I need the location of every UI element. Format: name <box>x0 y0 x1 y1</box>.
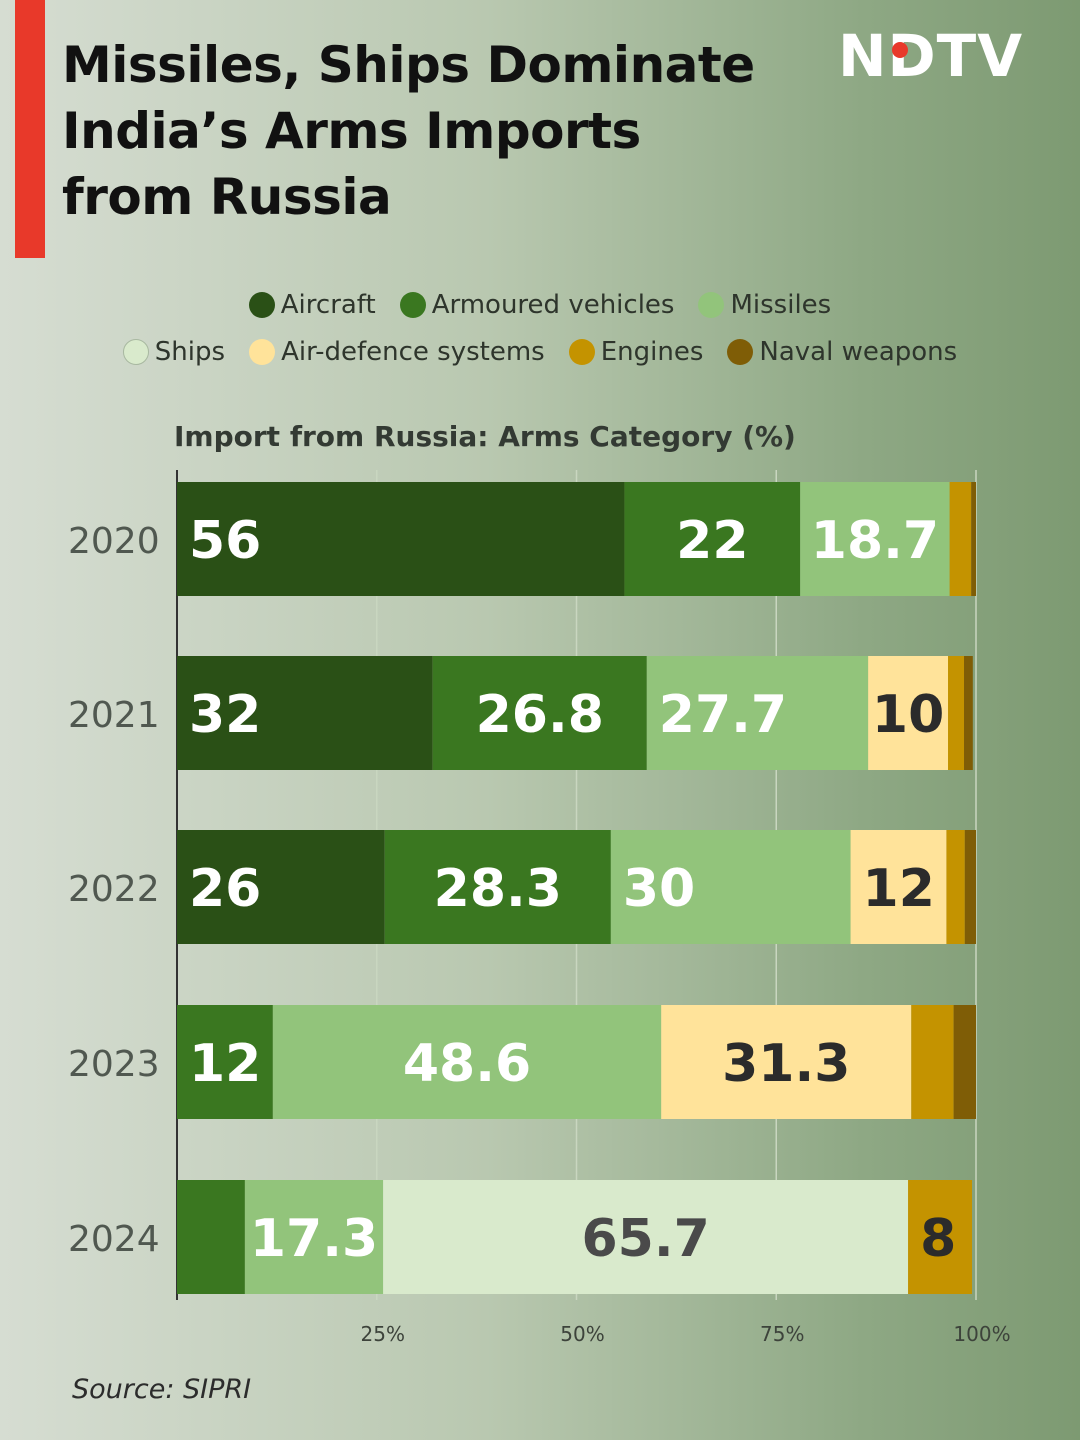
legend-label: Armoured vehicles <box>431 290 675 320</box>
legend-swatch-missiles <box>698 292 725 318</box>
legend-label: Aircraft <box>280 290 376 320</box>
data-label: 27.7 <box>659 685 787 745</box>
legend-label: Naval weapons <box>759 337 958 367</box>
year-label: 2021 <box>68 695 160 736</box>
bar-segment <box>177 1180 245 1294</box>
legend-swatch-naval-weapons <box>727 339 754 365</box>
year-label: 2020 <box>68 521 160 562</box>
bar-segment <box>946 830 965 944</box>
data-label: 12 <box>189 1034 261 1094</box>
legend-item-missiles: Missiles <box>698 290 831 320</box>
logo-red-dot <box>892 42 908 58</box>
data-label: 12 <box>863 859 935 919</box>
year-label: 2022 <box>68 869 160 910</box>
bar-segment <box>624 482 801 596</box>
data-label: 32 <box>189 685 261 745</box>
bar-segment <box>244 1180 384 1294</box>
data-label: 31.3 <box>722 1034 850 1094</box>
data-label: 28.3 <box>434 859 562 919</box>
data-label: 48.6 <box>403 1034 531 1094</box>
data-label: 56 <box>189 511 261 571</box>
legend-swatch-air-defence <box>249 339 276 365</box>
bar-segment <box>610 830 851 944</box>
bar-segment <box>868 656 949 770</box>
data-label: 30 <box>623 859 695 919</box>
bar-segment <box>383 1180 909 1294</box>
legend-swatch-engines <box>568 339 595 365</box>
bar-segment <box>911 1005 954 1119</box>
legend-label: Ships <box>154 337 226 367</box>
legend-item-air-defence: Air-defence systems <box>249 337 545 367</box>
legend-item-ships: Ships <box>122 337 226 367</box>
legend-item-naval-weapons: Naval weapons <box>727 337 957 367</box>
bar-segment <box>384 830 611 944</box>
logo-text: NDTV <box>838 22 1023 88</box>
year-label: 2023 <box>68 1044 160 1085</box>
data-label: 65.7 <box>581 1209 709 1269</box>
bar-segment <box>908 1180 973 1294</box>
bar-segment <box>177 482 625 596</box>
data-label: 8 <box>920 1209 956 1269</box>
data-label: 26.8 <box>476 685 604 745</box>
legend-item-engines: Engines <box>568 337 704 367</box>
bar-segment <box>432 656 647 770</box>
data-label: 17.3 <box>250 1209 378 1269</box>
source-note: Source: SIPRI <box>72 1374 252 1405</box>
bar-segment <box>971 482 976 596</box>
title-line-1: Missiles, Ships Dominate <box>62 36 755 94</box>
data-label: 18.7 <box>811 511 939 571</box>
bar-segment <box>800 482 950 596</box>
accent-bar <box>15 0 45 258</box>
bar-segment <box>949 482 972 596</box>
chart-title: Import from Russia: Arms Category (%) <box>174 420 796 453</box>
bar-segment <box>177 830 385 944</box>
legend-swatch-ships <box>122 339 149 365</box>
x-tick-label: 25% <box>361 1322 405 1346</box>
bar-segment <box>964 830 976 944</box>
data-label: 10 <box>872 685 944 745</box>
bar-segment <box>964 656 973 770</box>
title-line-2: India’s Arms Imports <box>62 102 641 160</box>
x-tick-label: 50% <box>560 1322 604 1346</box>
bar-segment <box>850 830 947 944</box>
bar-segment <box>177 656 433 770</box>
legend-row-2: Ships Air-defence systems Engines Naval … <box>0 337 1080 367</box>
title-line-3: from Russia <box>62 168 392 226</box>
bar-segment <box>953 1005 976 1119</box>
legend-label: Engines <box>600 337 704 367</box>
year-label: 2024 <box>68 1219 160 1260</box>
legend-label: Missiles <box>730 290 832 320</box>
bar-segment <box>661 1005 912 1119</box>
bar-segment <box>177 1005 273 1119</box>
page-title: Missiles, Ships Dominate India’s Arms Im… <box>62 32 822 230</box>
legend-item-armoured-vehicles: Armoured vehicles <box>399 290 675 320</box>
legend-swatch-aircraft <box>248 292 275 318</box>
bar-segment <box>272 1005 662 1119</box>
bar-segment <box>948 656 965 770</box>
x-tick-label: 100% <box>953 1322 1010 1346</box>
legend-swatch-armoured-vehicles <box>399 292 426 318</box>
ndtv-logo: NDTV <box>838 22 1023 88</box>
x-tick-label: 75% <box>760 1322 804 1346</box>
data-label: 22 <box>676 511 748 571</box>
data-label: 26 <box>189 859 261 919</box>
legend-item-aircraft: Aircraft <box>248 290 376 320</box>
legend-row-1: Aircraft Armoured vehicles Missiles <box>0 290 1080 320</box>
bar-segment <box>646 656 869 770</box>
legend-label: Air-defence systems <box>281 337 545 367</box>
